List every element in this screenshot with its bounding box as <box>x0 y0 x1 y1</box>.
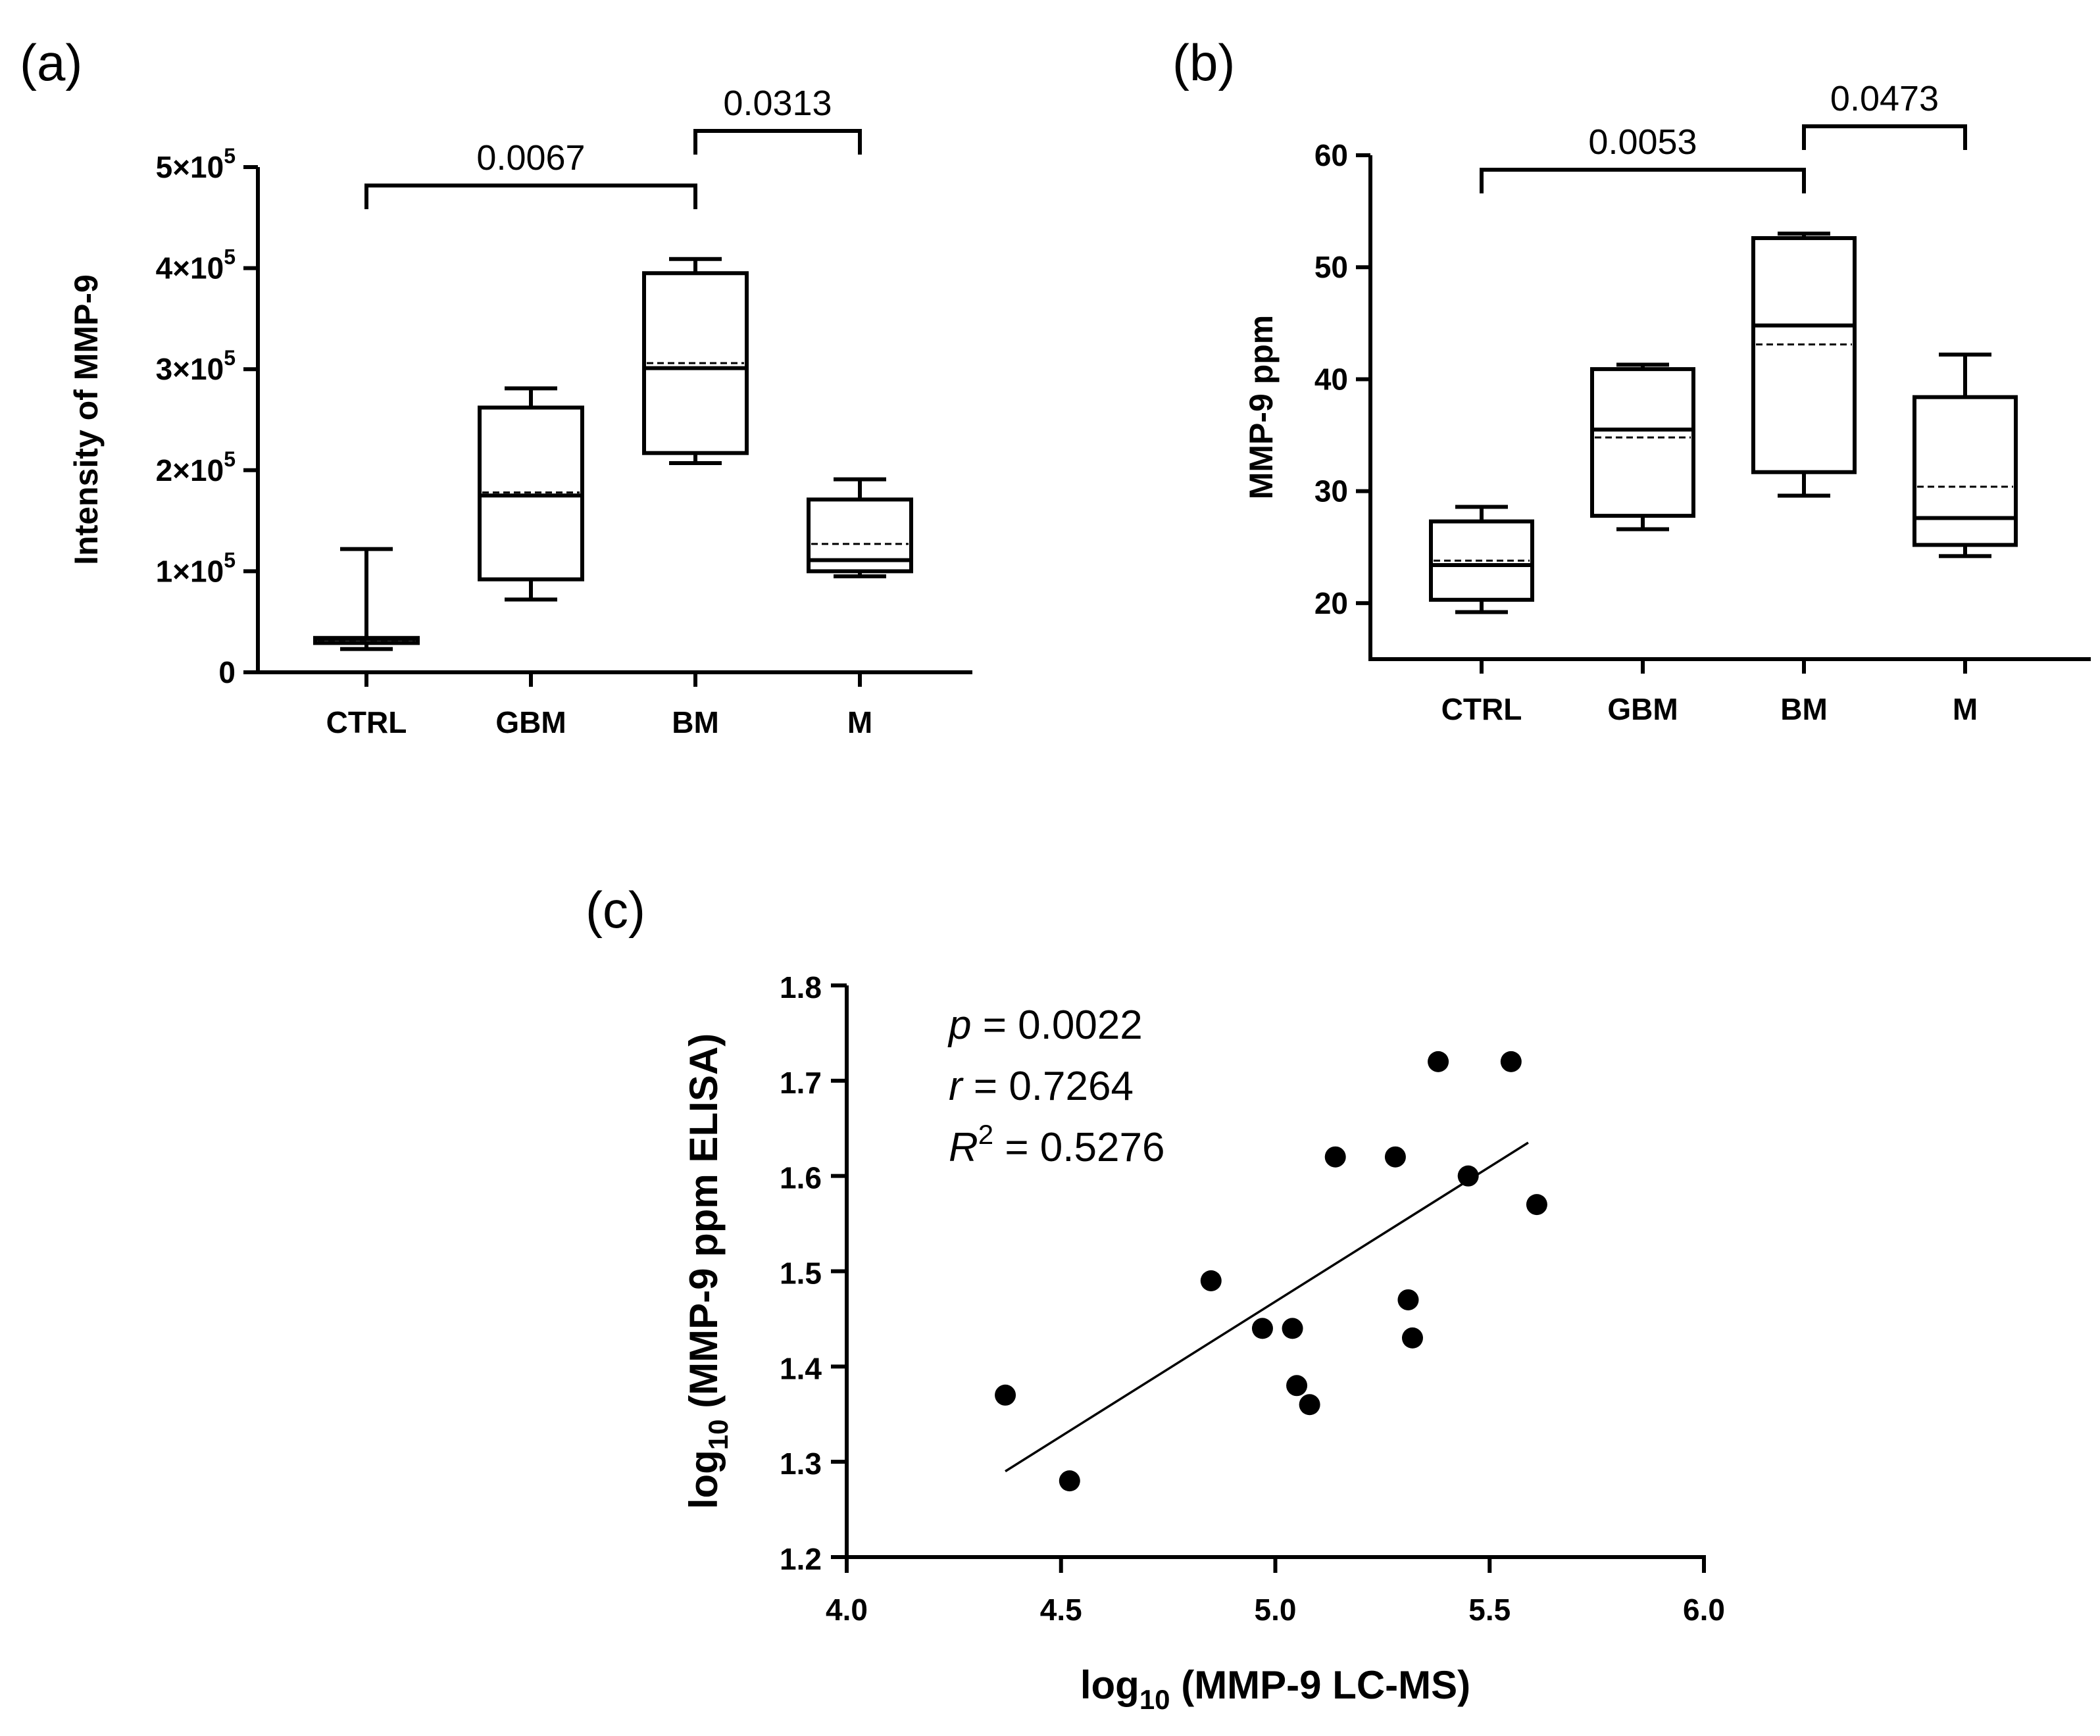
data-point <box>1384 1146 1406 1168</box>
panel-c-scatter: 4.0 4.5 5.0 5.5 6.01.21.31.41.51.61.71.8log1… <box>682 970 1725 1715</box>
y-axis-title: MMP-9 ppm <box>1243 315 1280 500</box>
y-tick-label: 1.8 <box>780 970 822 1004</box>
y-tick-exponent: 5 <box>224 346 236 370</box>
data-point <box>1251 1318 1273 1339</box>
significance-bracket <box>1480 168 1806 193</box>
stat-symbol: R <box>949 1125 978 1170</box>
data-point <box>1428 1051 1449 1072</box>
iqr-box <box>1590 367 1695 518</box>
y-tick-label: 20 <box>1314 586 1348 620</box>
panel-label-a: (a) <box>20 34 82 91</box>
stat-value: = 0.5276 <box>993 1125 1164 1170</box>
data-point <box>1299 1394 1320 1416</box>
x-tick-label: 5.0 <box>1255 1593 1297 1627</box>
stat-superscript: 2 <box>978 1119 993 1150</box>
data-point <box>1401 1327 1423 1349</box>
y-tick-mantissa: 2×10 <box>156 453 224 487</box>
y-tick-label: 1.2 <box>780 1542 822 1576</box>
y-tick-mantissa: 4×10 <box>156 251 224 285</box>
y-tick-mantissa: 5×10 <box>156 150 224 184</box>
p-value-label: 0.0473 <box>1830 79 1939 118</box>
y-tick-label: 4×105 <box>156 245 236 285</box>
x-category-label: GBM <box>495 705 566 739</box>
y-tick-label: 1.7 <box>780 1066 822 1100</box>
y-tick-label: 1.4 <box>780 1351 822 1385</box>
x-axis-title-text: (MMP-9 LC-MS) <box>1170 1663 1471 1707</box>
y-axis-title: log10 (MMP-9 ppm ELISA) <box>682 1033 734 1509</box>
y-tick-label: 0 <box>218 655 236 689</box>
p-value-label: 0.0067 <box>476 138 585 178</box>
y-axis-title-subscript: 10 <box>703 1419 734 1450</box>
data-point <box>1282 1318 1303 1339</box>
x-tick-label: 4.0 <box>826 1593 868 1627</box>
y-tick-label: 2×105 <box>156 447 236 487</box>
x-category-label: M <box>847 705 872 739</box>
significance-bracket <box>364 184 697 209</box>
data-point <box>995 1384 1016 1406</box>
y-tick-exponent: 5 <box>224 245 236 269</box>
x-tick-label: 6.0 <box>1683 1593 1725 1627</box>
data-point <box>1059 1470 1080 1492</box>
regression-line <box>1005 1141 1529 1473</box>
data-point <box>1286 1375 1308 1397</box>
stat-value: = 0.0022 <box>971 1003 1142 1048</box>
y-tick-label: 60 <box>1314 138 1348 172</box>
y-tick-mantissa: 3×10 <box>156 352 224 386</box>
iqr-box <box>1913 395 2018 547</box>
y-tick-label: 3×105 <box>156 346 236 386</box>
data-point <box>1500 1051 1522 1072</box>
panel-label-b: (b) <box>1172 34 1235 91</box>
y-tick-label: 40 <box>1314 362 1348 396</box>
y-tick-label: 1.5 <box>780 1256 822 1291</box>
y-tick-label: 1×105 <box>156 548 236 588</box>
data-point <box>1457 1165 1479 1187</box>
panel-b-boxplot: 20 30 40 50 60 CTRL GBM BM M MMP-9 ppm 0.0053 0.047… <box>1243 79 2091 726</box>
x-category-label: CTRL <box>1441 692 1522 726</box>
data-point <box>1397 1289 1419 1310</box>
y-tick-label: 50 <box>1314 250 1348 284</box>
x-tick-label: 5.5 <box>1468 1593 1511 1627</box>
x-category-label: BM <box>1780 692 1828 726</box>
y-tick-exponent: 5 <box>224 548 236 572</box>
y-tick-label: 5×105 <box>156 144 236 184</box>
iqr-box <box>1751 236 1857 474</box>
y-tick-label: 1.6 <box>780 1161 822 1195</box>
y-tick-label: 1.3 <box>780 1447 822 1481</box>
data-point <box>1200 1270 1222 1291</box>
significance-bracket <box>1802 124 1967 150</box>
panel-label-c: (c) <box>586 881 645 939</box>
stat-annotation: r = 0.7264 <box>949 1064 1134 1109</box>
stat-symbol: r <box>949 1064 964 1109</box>
x-category-label: GBM <box>1607 692 1678 726</box>
y-tick-exponent: 5 <box>224 144 236 168</box>
significance-bracket <box>693 129 862 155</box>
y-tick-exponent: 5 <box>224 447 236 471</box>
stat-value: = 0.7264 <box>963 1064 1134 1109</box>
x-axis-title-log: log <box>1080 1663 1139 1707</box>
x-axis-title-subscript: 10 <box>1139 1684 1170 1715</box>
p-value-label: 0.0053 <box>1588 122 1697 162</box>
y-tick-mantissa: 1×10 <box>156 554 224 588</box>
x-tick-label: 4.5 <box>1040 1593 1082 1627</box>
y-axis-title: Intensity of MMP-9 <box>68 274 105 565</box>
x-category-label: M <box>1953 692 1978 726</box>
p-value-label: 0.0313 <box>723 84 832 123</box>
stat-annotation: R2 = 0.5276 <box>949 1119 1164 1170</box>
stat-annotation: p = 0.0022 <box>947 1003 1143 1048</box>
data-point <box>1324 1146 1346 1168</box>
x-category-label: BM <box>672 705 719 739</box>
data-point <box>1526 1194 1547 1216</box>
x-category-label: CTRL <box>326 705 407 739</box>
y-axis-title-log: log <box>682 1450 726 1509</box>
y-tick-label: 30 <box>1314 474 1348 508</box>
x-axis-title: log10 (MMP-9 LC-MS) <box>1080 1663 1470 1715</box>
stat-symbol: p <box>947 1003 971 1048</box>
y-axis-title-text: (MMP-9 ppm ELISA) <box>682 1033 726 1420</box>
iqr-box <box>478 405 584 582</box>
